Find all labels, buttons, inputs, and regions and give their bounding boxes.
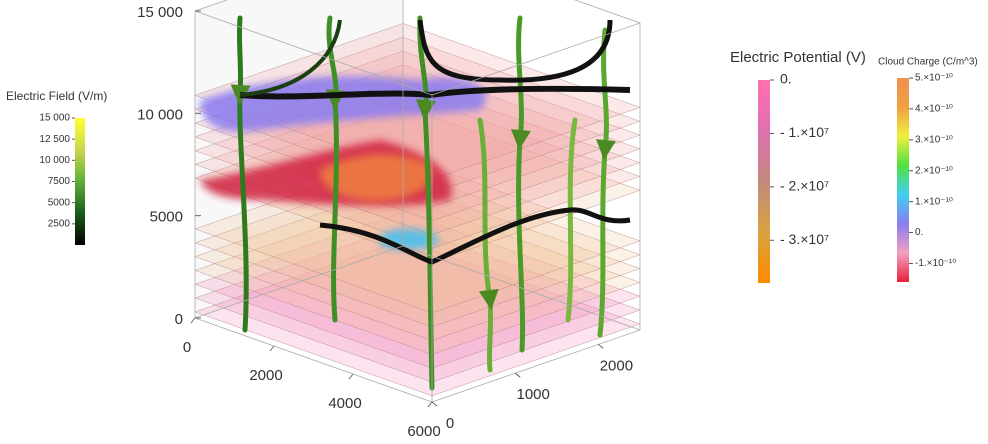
cloud-core bbox=[320, 154, 432, 201]
legend-tick-label: 15 000 bbox=[39, 113, 70, 124]
x-tick-label: 6000 bbox=[407, 423, 440, 440]
box-edge bbox=[194, 317, 433, 403]
legend-tick-label: 1.×10⁻¹⁰ bbox=[915, 196, 953, 207]
field-line bbox=[477, 117, 499, 373]
x-tick-label: 2000 bbox=[249, 367, 282, 384]
x-tick-label: 4000 bbox=[328, 395, 361, 412]
legend-tick-label: 5000 bbox=[48, 197, 71, 208]
field-line-strong bbox=[417, 19, 613, 83]
colorbar bbox=[758, 80, 770, 283]
legend-tick-label: - 2.×10⁷ bbox=[780, 178, 829, 194]
x-tick bbox=[269, 345, 275, 352]
field-line bbox=[596, 27, 616, 338]
legend-tick-label: 0. bbox=[780, 71, 792, 87]
box-edge bbox=[431, 22, 641, 96]
legend-tick-label: 10 000 bbox=[39, 155, 70, 166]
box-edge bbox=[573, 0, 641, 24]
legend-tick-label: 0. bbox=[915, 227, 923, 238]
x-tick-label: 0 bbox=[183, 339, 191, 356]
colorbar bbox=[75, 118, 85, 245]
x-tick bbox=[190, 317, 196, 324]
z-tick-label: 10 000 bbox=[137, 106, 183, 123]
x-tick bbox=[427, 401, 433, 408]
box-edge bbox=[194, 245, 404, 319]
legend-tick-label: 2.×10⁻¹⁰ bbox=[915, 165, 953, 176]
z-tick-label: 15 000 bbox=[137, 4, 183, 21]
box-edge bbox=[431, 329, 641, 403]
field-line-strong bbox=[239, 85, 631, 100]
legend-tick-label: - 1.×10⁷ bbox=[780, 124, 829, 140]
legend-title: Electric Field (V/m) bbox=[6, 89, 107, 103]
legend-title: Electric Potential (V) bbox=[730, 49, 866, 66]
y-tick-label: 1000 bbox=[517, 386, 550, 403]
z-tick-label: 5000 bbox=[150, 209, 183, 226]
y-tick-label: 2000 bbox=[600, 357, 633, 374]
legend-tick-label: - 3.×10⁷ bbox=[780, 231, 829, 247]
field-line-strong bbox=[239, 19, 342, 97]
field-line bbox=[230, 15, 251, 333]
z-tick-label: 0 bbox=[175, 311, 183, 328]
box-edge bbox=[194, 10, 433, 96]
legend-tick-label: 4.×10⁻¹⁰ bbox=[915, 104, 953, 115]
legend-tick-label: 5.×10⁻¹⁰ bbox=[915, 73, 953, 84]
field-line bbox=[415, 15, 436, 391]
y-tick bbox=[598, 344, 604, 349]
legend-tick-label: 12 500 bbox=[39, 134, 70, 145]
field-line-strong bbox=[319, 207, 631, 265]
field-line bbox=[510, 15, 531, 353]
y-tick bbox=[431, 401, 438, 407]
legend-tick-label: 7500 bbox=[48, 176, 71, 187]
field-line bbox=[565, 117, 578, 323]
legend-tick-label: 3.×10⁻¹⁰ bbox=[915, 134, 953, 145]
legend-tick-label: 2500 bbox=[48, 218, 71, 229]
colorbar bbox=[897, 78, 909, 282]
legend-tick-label: -1.×10⁻¹⁰ bbox=[915, 258, 956, 269]
y-tick-label: 0 bbox=[446, 415, 454, 432]
legend-title: Cloud Charge (C/m^3) bbox=[878, 57, 978, 68]
y-tick bbox=[514, 372, 521, 378]
box-edge bbox=[402, 245, 641, 331]
x-tick bbox=[348, 373, 354, 380]
